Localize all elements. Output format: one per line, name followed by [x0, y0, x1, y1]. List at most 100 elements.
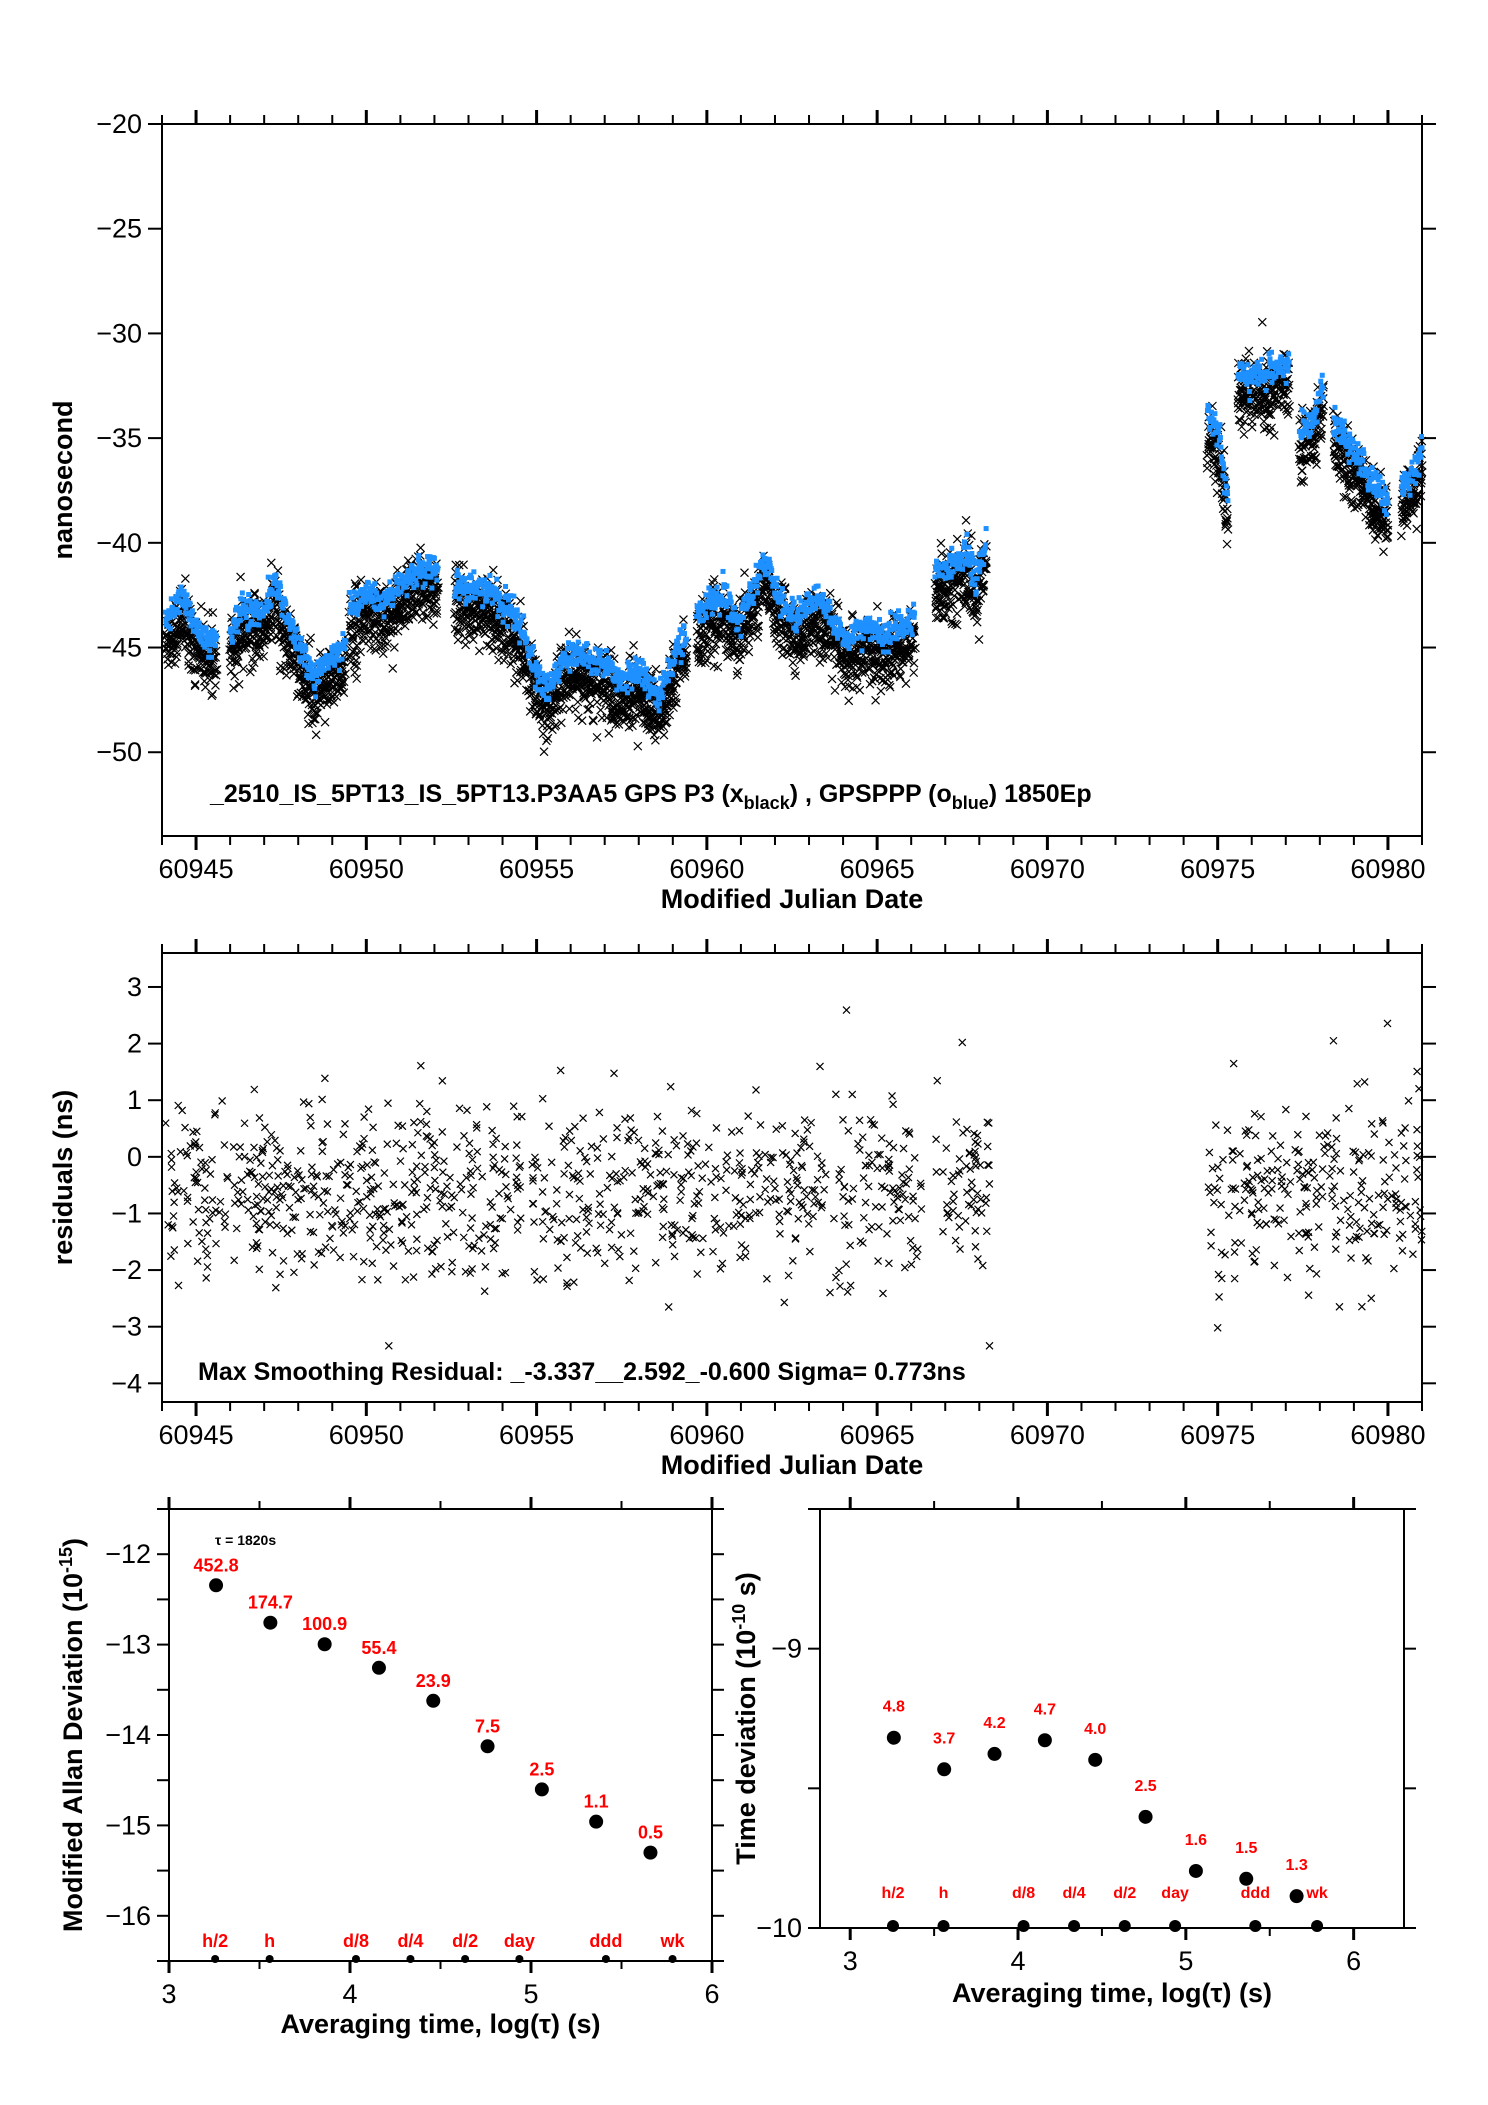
- data-point-blue: [678, 660, 684, 666]
- y-tick-label: −20: [96, 109, 142, 139]
- data-point-blue: [454, 567, 460, 573]
- data-point-black-x: [909, 668, 919, 678]
- data-point-blue: [643, 666, 649, 672]
- y-axis-title: nanosecond: [48, 400, 78, 559]
- data-point-blue: [306, 656, 312, 662]
- data-point-blue: [316, 678, 322, 684]
- data-point-black-x: [423, 611, 433, 621]
- data-point-black-x: [488, 646, 498, 656]
- data-point-blue: [665, 678, 671, 684]
- data-point-blue: [480, 604, 486, 610]
- data-point-black-x: [313, 709, 322, 718]
- data-point-blue: [286, 612, 292, 618]
- data-point-black-x: [416, 543, 426, 553]
- data-point-black-x: [508, 656, 518, 666]
- data-point-black-x: [226, 666, 236, 676]
- data-point-black-x: [460, 633, 470, 643]
- x-axis-title: Modified Julian Date: [661, 884, 924, 914]
- data-point-blue: [526, 660, 532, 666]
- data-point-black-x: [350, 668, 360, 677]
- data-point-blue: [727, 594, 733, 600]
- data-point-blue: [557, 670, 563, 676]
- data-point-black-x: [190, 680, 200, 689]
- data-point-blue: [280, 605, 286, 611]
- time-series-plot: 60945 60950 60955 60960 60965 60970 60975 60980…: [48, 109, 1436, 914]
- data-point-blue: [717, 612, 723, 618]
- data-point-black-x: [629, 640, 639, 650]
- data-point-black-x: [669, 703, 678, 713]
- data-point-blue: [515, 612, 521, 618]
- data-point-blue: [207, 648, 213, 654]
- data-point-blue: [276, 590, 282, 596]
- data-point-blue: [530, 644, 536, 650]
- data-point-blue: [598, 650, 604, 656]
- data-point-blue: [624, 690, 630, 696]
- data-point-black-x: [230, 671, 240, 681]
- data-point-black-x: [550, 706, 559, 716]
- data-point-black-x: [666, 697, 676, 707]
- data-point-black-x: [659, 730, 669, 740]
- data-point-black-x: [764, 604, 774, 614]
- data-point-black-x: [896, 664, 906, 674]
- data-point-black-x: [571, 629, 581, 639]
- data-point-black-x: [432, 585, 442, 595]
- data-point-black-x: [974, 635, 984, 645]
- data-point-black-x: [539, 747, 549, 757]
- data-point-blue: [184, 592, 190, 598]
- data-point-black-x: [408, 612, 418, 622]
- data-point-black-x: [1396, 531, 1406, 541]
- data-point-black-x: [401, 614, 411, 624]
- data-point-blue: [403, 584, 409, 590]
- data-point-blue: [167, 626, 173, 632]
- data-point-black-x: [735, 655, 744, 665]
- data-point-black-x: [726, 641, 736, 651]
- data-point-blue: [537, 664, 543, 670]
- data-point-blue: [484, 598, 490, 604]
- data-point-blue: [340, 631, 346, 637]
- data-point-black-x: [1412, 524, 1422, 534]
- data-point-black-x: [455, 627, 465, 637]
- data-point-blue: [709, 611, 715, 617]
- data-point-black-x: [339, 688, 349, 698]
- data-point-black-x: [584, 704, 594, 714]
- data-point-blue: [390, 596, 396, 602]
- data-point-black-x: [386, 625, 396, 635]
- data-point-black-x: [265, 624, 275, 634]
- data-point-blue: [213, 633, 219, 639]
- data-point-black-x: [650, 735, 660, 745]
- data-point-black-x: [633, 741, 643, 751]
- data-point-blue: [728, 599, 734, 605]
- data-point-black-x: [682, 663, 692, 673]
- data-point-blue: [657, 701, 663, 707]
- data-point-blue: [472, 595, 478, 601]
- data-point-black-x: [452, 627, 462, 637]
- data-point-black-x: [389, 626, 398, 636]
- data-point-blue: [675, 640, 681, 646]
- x-tick-label: 60975: [1180, 854, 1255, 884]
- data-point-black-x: [306, 633, 316, 643]
- data-point-black-x: [754, 621, 764, 631]
- data-point-black-x: [432, 583, 442, 593]
- data-point-black-x: [543, 733, 553, 743]
- data-point-black-x: [855, 685, 865, 695]
- data-point-blue: [628, 662, 634, 668]
- data-point-black-x: [431, 596, 441, 606]
- data-point-blue: [312, 685, 318, 691]
- data-point-black-x: [622, 711, 632, 721]
- data-point-blue: [471, 569, 477, 575]
- y-tick-label: −50: [96, 737, 142, 767]
- data-point-black-x: [665, 710, 675, 720]
- data-point-blue: [720, 568, 726, 574]
- data-point-blue: [381, 614, 387, 620]
- data-point-black-x: [773, 617, 783, 627]
- data-point-black-x: [172, 640, 182, 650]
- data-point-blue: [503, 583, 509, 589]
- data-point-blue: [732, 605, 738, 611]
- data-point-black-x: [627, 713, 637, 723]
- data-point-black-x: [341, 669, 350, 679]
- data-point-blue: [343, 639, 349, 645]
- data-point-black-x: [1379, 547, 1388, 557]
- data-point-black-x: [267, 635, 277, 645]
- data-point-black-x: [351, 649, 361, 659]
